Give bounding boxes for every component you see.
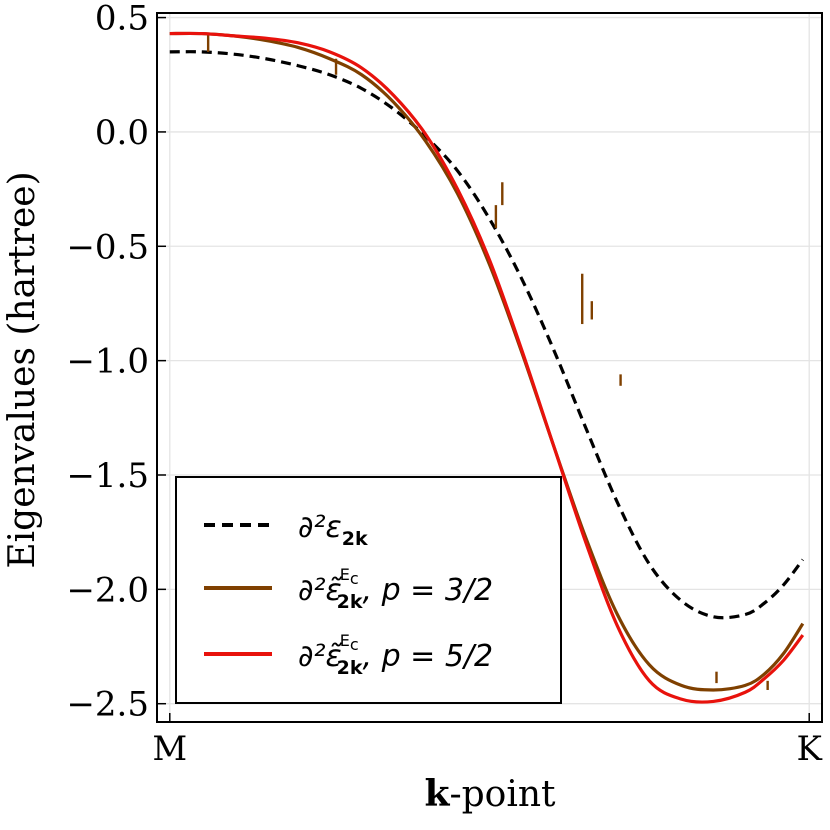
legend: ∂²ε2k ∂²ε̃Ec 2k, p = 3/2 ∂²ε̃Ec 2k, p = 5/… [175, 476, 562, 704]
series-line-p52 [169, 31, 805, 704]
y-tick-label-6: −2.5 [66, 685, 149, 725]
legend-p52-sub: 2k [337, 657, 363, 679]
plot-frame [156, 12, 823, 723]
legend-exact-main: ∂²ε [298, 510, 342, 545]
y-axis-label: Eigenvalues (hartree) [2, 171, 43, 568]
legend-p32-sup-sub: c [350, 569, 359, 588]
axis-ticks: 0.5 0.0 −0.5 −1.0 −1.5 −2.0 −2.5M K [66, 0, 822, 769]
series-layer [169, 31, 805, 704]
y-tick-label-2: −0.5 [66, 227, 149, 267]
legend-exact-sub: 2k [342, 528, 368, 550]
y-tick-label-3: −1.0 [66, 342, 149, 382]
legend-p52-sup: E [340, 631, 350, 650]
x-axis-label-rest: -point [449, 774, 556, 815]
legend-p52-tail: , p = 5/2 [363, 639, 494, 674]
y-tick-label-1: 0.0 [95, 113, 149, 153]
legend-p32-main: ∂²ε̃ [298, 573, 342, 608]
legend-p32-sup: E [340, 565, 350, 584]
legend-p52-sup-sub: c [350, 635, 359, 654]
x-tick-label-0: M [152, 729, 187, 769]
y-tick-label-4: −1.5 [66, 456, 149, 496]
legend-label-p52: ∂²ε̃Ec 2k, p = 5/2 [298, 631, 493, 679]
legend-label-exact: ∂²ε2k [298, 510, 368, 550]
y-tick-label-5: −2.0 [66, 570, 149, 610]
legend-label-p32: ∂²ε̃Ec 2k, p = 3/2 [298, 565, 493, 613]
series-line-exact [169, 50, 805, 620]
legend-p32-sub: 2k [337, 591, 363, 613]
x-axis-label-bold: k [424, 773, 450, 815]
legend-p52-main: ∂²ε̃ [298, 639, 342, 674]
x-axis-label: k-point [424, 773, 556, 815]
y-tick-label-0: 0.5 [95, 0, 149, 39]
legend-p32-tail: , p = 3/2 [363, 573, 494, 608]
x-tick-label-1: K [797, 729, 823, 769]
